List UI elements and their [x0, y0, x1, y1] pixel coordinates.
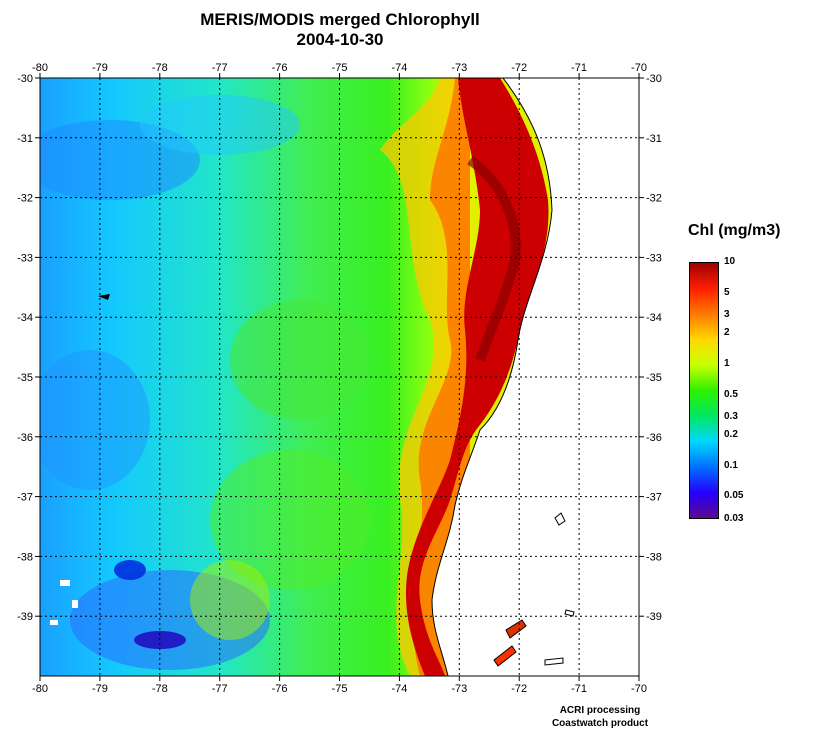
colorbar-tick-label: 5 [724, 287, 730, 298]
tick-label-lon-top: -77 [212, 62, 228, 74]
tick-label-lon-top: -76 [272, 62, 288, 74]
tick-label-lat-left: -35 [17, 372, 33, 384]
tick-label-lat-left: -39 [17, 611, 33, 623]
tick-label-lat-right: -39 [646, 611, 662, 623]
tick-label-lat-right: -34 [646, 312, 662, 324]
tick-label-lat-left: -33 [17, 252, 33, 264]
credit-product: Coastwatch product [551, 718, 649, 729]
tick-label-lon-bottom: -80 [32, 683, 48, 695]
tick-label-lon-top: -70 [631, 62, 647, 74]
tick-label-lon-bottom: -71 [571, 683, 587, 695]
colorbar-tick-label: 0.03 [724, 513, 744, 524]
tick-label-lon-bottom: -76 [272, 683, 288, 695]
legend-title: Chl (mg/m3) [688, 222, 781, 239]
tick-label-lat-right: -32 [646, 193, 662, 205]
tick-label-lat-right: -37 [646, 492, 662, 504]
tick-label-lon-top: -79 [92, 62, 108, 74]
tick-label-lat-right: -36 [646, 432, 662, 444]
tick-label-lon-top: -80 [32, 62, 48, 74]
tick-label-lon-top: -75 [332, 62, 348, 74]
colorbar-tick-label: 3 [724, 309, 730, 320]
tick-label-lat-left: -36 [17, 432, 33, 444]
tick-label-lat-right: -33 [646, 252, 662, 264]
tick-label-lat-right: -30 [646, 73, 662, 85]
credits: ACRI processing Coastwatch product [520, 704, 680, 730]
colorbar [689, 262, 719, 519]
colorbar-tick-label: 0.5 [724, 389, 738, 400]
tick-label-lon-bottom: -74 [391, 683, 407, 695]
tick-label-lat-left: -32 [17, 193, 33, 205]
colorbar-tick-label: 0.1 [724, 460, 738, 471]
axis-ticks: -80 -80 -79 -79 -78 -78 -77 -77 -76 -76 -75 -75 -74 -… [17, 62, 662, 695]
credit-processing: ACRI processing [559, 705, 641, 716]
tick-label-lat-left: -38 [17, 551, 33, 563]
tick-label-lon-bottom: -79 [92, 683, 108, 695]
tick-label-lat-right: -38 [646, 551, 662, 563]
colorbar-tick-label: 10 [724, 256, 736, 267]
tick-label-lon-top: -72 [511, 62, 527, 74]
tick-label-lat-right: -35 [646, 372, 662, 384]
tick-label-lat-left: -31 [17, 133, 33, 145]
map-image [40, 78, 639, 676]
tick-label-lat-left: -30 [17, 73, 33, 85]
tick-label-lon-bottom: -75 [332, 683, 348, 695]
tick-label-lon-bottom: -72 [511, 683, 527, 695]
title-date: 2004-10-30 [296, 30, 384, 49]
tick-label-lon-top: -71 [571, 62, 587, 74]
tick-label-lat-right: -31 [646, 133, 662, 145]
tick-label-lat-left: -37 [17, 492, 33, 504]
map-title: MERIS/MODIS merged Chlorophyll 2004-10-3… [40, 10, 640, 50]
tick-label-lat-left: -34 [17, 312, 33, 324]
tick-label-lon-bottom: -77 [212, 683, 228, 695]
colorbar-tick-label: 2 [724, 327, 730, 338]
tick-label-lon-bottom: -78 [152, 683, 168, 695]
tick-label-lon-bottom: -73 [451, 683, 467, 695]
tick-label-lon-top: -78 [152, 62, 168, 74]
title-line-1: MERIS/MODIS merged Chlorophyll [200, 10, 480, 29]
tick-label-lon-bottom: -70 [631, 683, 647, 695]
colorbar-tick-label: 0.2 [724, 429, 738, 440]
colorbar-tick-label: 1 [724, 358, 730, 369]
tick-label-lon-top: -73 [451, 62, 467, 74]
colorbar-tick-label: 0.05 [724, 490, 744, 501]
tick-label-lon-top: -74 [391, 62, 407, 74]
colorbar-tick-label: 0.3 [724, 411, 738, 422]
